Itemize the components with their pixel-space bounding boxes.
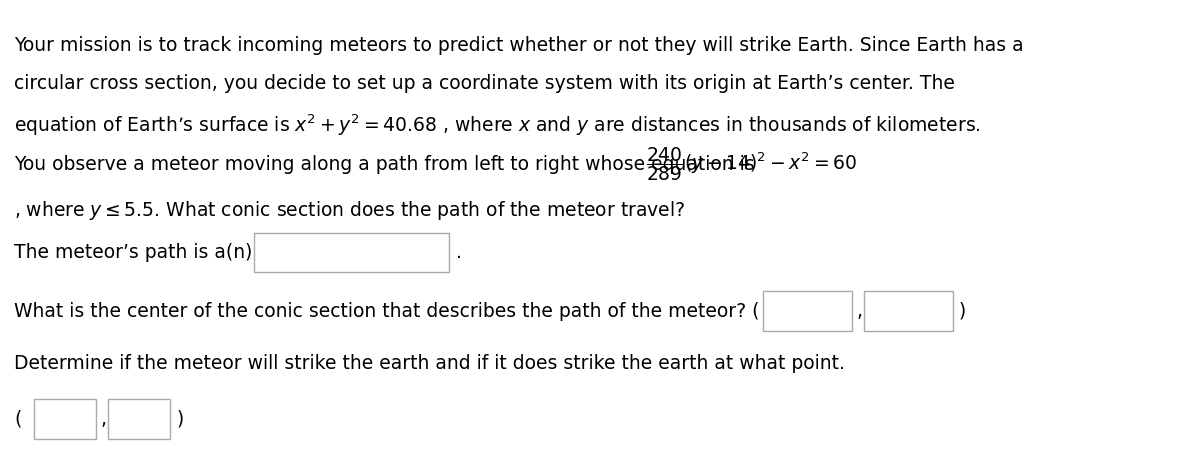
Text: equation of Earth’s surface is $x^2 + y^2 = 40.68$ , where $x$ and $y$ are dista: equation of Earth’s surface is $x^2 + y^… [14, 112, 982, 138]
Text: Your mission is to track incoming meteors to predict whether or not they will st: Your mission is to track incoming meteor… [14, 36, 1024, 55]
Text: Determine if the meteor will strike the earth and if it does strike the earth at: Determine if the meteor will strike the … [14, 354, 845, 373]
Text: ): ) [959, 302, 966, 321]
Text: ): ) [176, 410, 184, 429]
Text: ,: , [101, 410, 107, 429]
Text: You observe a meteor moving along a path from left to right whose equation is: You observe a meteor moving along a path… [14, 155, 755, 174]
FancyBboxPatch shape [864, 291, 953, 331]
Text: $\dfrac{240}{289}(y - 14)^2 - x^2 = 60$: $\dfrac{240}{289}(y - 14)^2 - x^2 = 60$ [646, 145, 857, 183]
Text: .: . [456, 243, 462, 262]
Text: What is the center of the conic section that describes the path of the meteor? (: What is the center of the conic section … [14, 302, 760, 321]
Text: The meteor’s path is a(n): The meteor’s path is a(n) [14, 243, 253, 262]
FancyBboxPatch shape [34, 399, 96, 439]
FancyBboxPatch shape [108, 399, 170, 439]
Text: circular cross section, you decide to set up a coordinate system with its origin: circular cross section, you decide to se… [14, 74, 955, 93]
Text: ,: , [857, 302, 863, 321]
Text: , where $y \leq 5.5$. What conic section does the path of the meteor travel?: , where $y \leq 5.5$. What conic section… [14, 199, 685, 222]
FancyBboxPatch shape [763, 291, 852, 331]
Text: (: ( [14, 410, 22, 429]
FancyBboxPatch shape [254, 233, 449, 272]
